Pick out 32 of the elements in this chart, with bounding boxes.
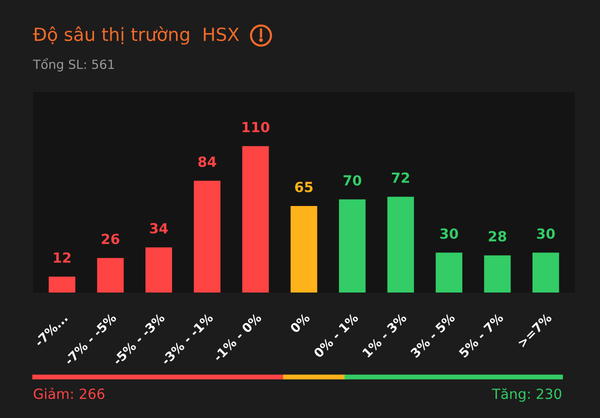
bar <box>338 199 366 293</box>
x-tick-label: 3% - 5% <box>410 312 456 358</box>
chart-subtitle: Tổng SL: 561 <box>32 58 114 72</box>
data-label: 70 <box>344 175 362 186</box>
bar <box>194 180 220 293</box>
bar <box>436 252 462 293</box>
data-label: 30 <box>537 228 555 239</box>
bar <box>145 247 172 293</box>
x-tick-label: 1% - 3% <box>362 312 408 358</box>
x-tick-label: 0% <box>289 312 310 334</box>
data-label: 34 <box>150 223 168 234</box>
data-label: 84 <box>198 156 216 167</box>
text: Giảm: 266 <box>34 388 104 400</box>
bar <box>290 206 318 293</box>
data-label: 30 <box>440 228 458 239</box>
data-label: 65 <box>295 182 313 192</box>
data-label: 12 <box>54 252 70 263</box>
bar <box>97 258 124 293</box>
x-tick-label: -1% - 0% <box>212 312 262 362</box>
data-label: 72 <box>392 172 410 183</box>
bar <box>387 196 414 293</box>
x-tick-label: 0% - 1% <box>313 312 359 358</box>
bar <box>48 276 76 293</box>
data-label: 110 <box>242 122 270 132</box>
text: Tăng: 230 <box>492 388 562 402</box>
bar <box>484 255 511 293</box>
bar <box>242 146 269 293</box>
x-tick-label: 5% - 7% <box>458 312 504 358</box>
bar <box>532 252 560 293</box>
data-label: 26 <box>102 234 120 244</box>
data-label: 28 <box>488 231 506 242</box>
chart-title: Độ sâu thị trường HSX <box>33 26 239 45</box>
